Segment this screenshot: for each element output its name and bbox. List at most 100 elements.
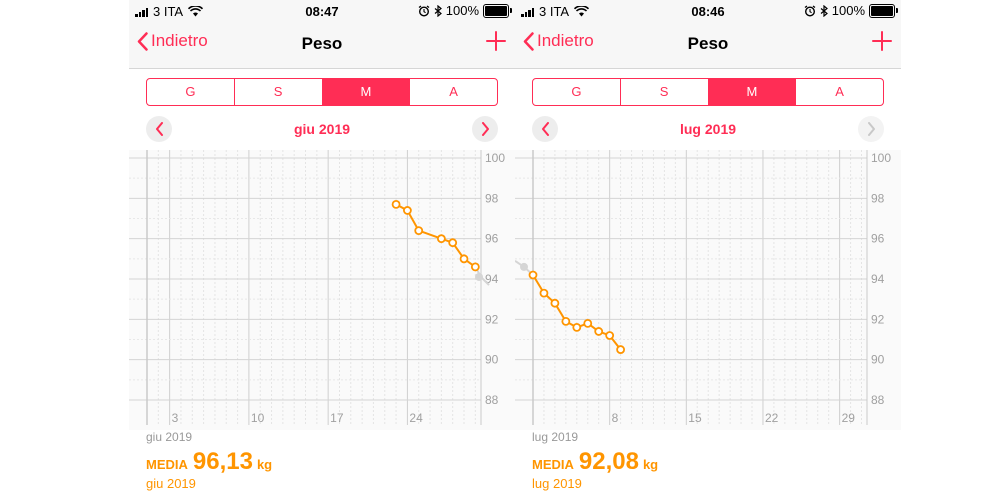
chevron-left-icon — [523, 31, 534, 51]
x-tick-label: 15 — [688, 411, 702, 425]
weight-data-point — [616, 345, 626, 354]
status-time: 08:46 — [691, 4, 725, 19]
weight-data-point — [605, 331, 615, 340]
y-tick-label: 88 — [871, 393, 885, 407]
segment-year[interactable]: A — [795, 79, 883, 105]
wifi-icon — [188, 6, 204, 17]
y-tick-label: 88 — [485, 393, 499, 407]
status-time: 08:47 — [305, 4, 339, 19]
back-button[interactable]: Indietro — [523, 31, 594, 51]
y-tick-label: 96 — [485, 232, 499, 246]
weight-data-point — [391, 199, 401, 209]
segment-year[interactable]: A — [409, 79, 497, 105]
weight-data-point — [448, 238, 458, 248]
previous-month-button[interactable] — [532, 116, 558, 142]
next-month-button[interactable] — [858, 116, 884, 142]
weight-chart: 100 98 96 94 92 90 88 3 10 17 24 — [129, 150, 515, 430]
navigation-bar: Indietro Peso — [515, 22, 901, 66]
weight-data-point — [561, 316, 571, 326]
carrier-name: 3 ITA — [153, 4, 184, 19]
weight-data-point — [528, 270, 538, 280]
average-unit: kg — [642, 457, 659, 472]
back-label: Indietro — [151, 31, 208, 50]
next-period-point — [475, 272, 483, 281]
signal-icon — [521, 7, 534, 17]
carrier-info: 3 ITA — [521, 4, 590, 19]
segment-month[interactable]: M — [321, 79, 410, 105]
average-value: 92,08 — [578, 448, 639, 475]
page-title: Peso — [687, 34, 729, 53]
status-bar: 3 ITA 08:46 100% — [515, 0, 901, 22]
alarm-clock-icon — [418, 4, 430, 17]
average-label: MEDIA — [532, 457, 574, 472]
weight-data-point — [539, 288, 549, 298]
segment-day[interactable]: G — [571, 84, 582, 99]
previous-month-button[interactable] — [146, 116, 172, 142]
chevron-left-icon — [137, 31, 148, 51]
segment-month[interactable]: M — [707, 79, 796, 105]
x-tick-label: 8 — [612, 411, 619, 425]
average-value: 96,13 — [192, 448, 253, 475]
back-button[interactable]: Indietro — [137, 31, 208, 51]
x-tick-label: 29 — [842, 411, 856, 425]
segment-day[interactable]: G — [185, 84, 196, 99]
average-summary: MEDIA 96,13 kg — [146, 448, 272, 476]
bluetooth-icon — [434, 4, 442, 17]
chart-background — [129, 150, 515, 430]
y-tick-label: 94 — [485, 272, 499, 286]
status-right: 100% — [804, 3, 898, 18]
weight-data-point — [414, 226, 424, 235]
navigation-bar: Indietro Peso — [129, 22, 515, 66]
bluetooth-icon — [820, 4, 828, 17]
prior-period-point — [520, 262, 528, 271]
month-navigator: lug 2019 — [515, 114, 901, 144]
month-navigator: giu 2019 — [129, 114, 515, 144]
weight-data-point — [470, 262, 480, 272]
y-tick-label: 98 — [485, 191, 499, 205]
chevron-left-icon — [155, 122, 163, 136]
top-bar: 3 ITA 08:46 100% Indietro Peso — [515, 0, 901, 69]
x-tick-label: 10 — [251, 411, 265, 425]
weight-data-point — [550, 298, 560, 308]
add-button[interactable] — [485, 30, 507, 57]
battery-percent: 100% — [445, 3, 479, 18]
battery-percent: 100% — [831, 3, 865, 18]
status-bar: 3 ITA 08:47 100% — [129, 0, 515, 22]
segment-week[interactable]: S — [619, 79, 708, 105]
phone-screen-june: 3 ITA 08:47 100% Indietro Peso G S M — [129, 0, 515, 500]
chevron-right-icon — [867, 122, 875, 136]
x-tick-label: 3 — [172, 411, 179, 425]
y-tick-label: 92 — [485, 312, 499, 326]
chevron-right-icon — [481, 122, 489, 136]
month-label: giu 2019 — [293, 121, 351, 137]
average-period: lug 2019 — [532, 476, 582, 491]
weight-data-point — [459, 254, 469, 264]
average-period: giu 2019 — [146, 476, 196, 491]
x-tick-label: 22 — [765, 411, 779, 425]
average-summary: MEDIA 92,08 kg — [532, 448, 658, 476]
carrier-name: 3 ITA — [539, 4, 570, 19]
y-tick-label: 90 — [485, 353, 499, 367]
y-tick-label: 92 — [871, 312, 885, 326]
x-tick-label: 17 — [330, 411, 344, 425]
y-tick-label: 96 — [871, 232, 885, 246]
add-button[interactable] — [871, 30, 893, 57]
plus-icon — [872, 31, 892, 51]
phone-screen-july: 3 ITA 08:46 100% Indietro Peso G S M — [515, 0, 901, 500]
page-title: Peso — [301, 34, 343, 53]
month-label: lug 2019 — [679, 121, 737, 137]
plus-icon — [486, 31, 506, 51]
y-tick-label: 94 — [871, 272, 885, 286]
wifi-icon — [574, 6, 590, 17]
next-month-button[interactable] — [472, 116, 498, 142]
weight-data-point — [594, 327, 604, 336]
x-tick-label: 24 — [409, 411, 423, 425]
top-bar: 3 ITA 08:47 100% Indietro Peso — [129, 0, 515, 69]
weight-data-point — [572, 322, 582, 332]
weight-data-point — [583, 318, 593, 328]
battery-icon — [483, 3, 512, 18]
status-right: 100% — [418, 3, 512, 18]
weight-data-point — [436, 234, 446, 244]
segment-week[interactable]: S — [233, 79, 322, 105]
